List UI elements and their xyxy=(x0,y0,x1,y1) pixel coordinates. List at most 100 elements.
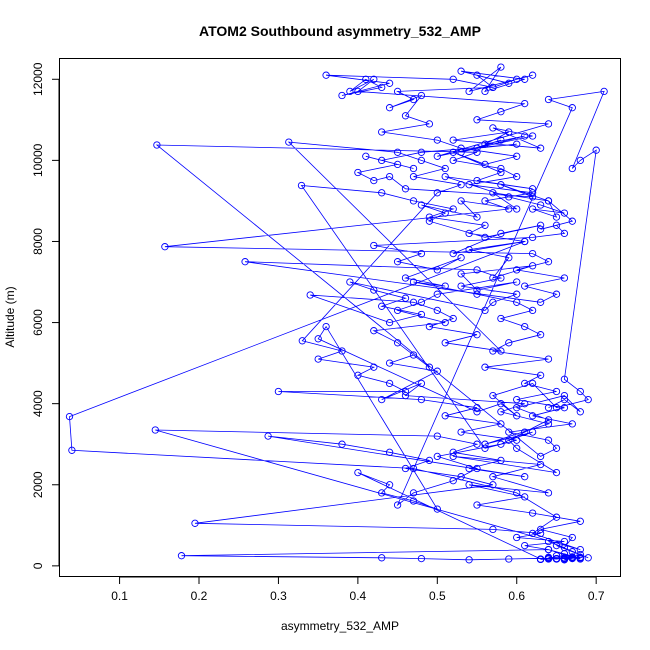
data-point xyxy=(521,99,529,108)
x-tick-label: 0.4 xyxy=(350,589,367,603)
data-point xyxy=(465,464,473,473)
data-point xyxy=(513,444,521,452)
data-point xyxy=(552,513,561,521)
data-point xyxy=(536,460,545,469)
data-point xyxy=(354,468,362,477)
data-point xyxy=(449,136,457,144)
data-point xyxy=(465,87,473,96)
data-point xyxy=(449,249,457,258)
data-point xyxy=(497,400,505,408)
data-point xyxy=(552,468,561,477)
data-point xyxy=(385,79,394,87)
data-point xyxy=(560,554,569,562)
data-point xyxy=(513,412,521,420)
data-point xyxy=(409,164,418,173)
data-point xyxy=(473,404,481,412)
data-point xyxy=(513,298,521,306)
data-point xyxy=(385,172,394,181)
data-point xyxy=(536,221,545,229)
data-point xyxy=(425,456,434,465)
data-point xyxy=(449,148,457,156)
data-point xyxy=(497,229,505,238)
data-point xyxy=(560,209,569,217)
data-point xyxy=(560,375,569,383)
data-point xyxy=(346,278,354,286)
data-point xyxy=(489,274,497,282)
data-point xyxy=(417,201,426,209)
data-point xyxy=(401,294,410,302)
data-point xyxy=(393,258,402,266)
data-point xyxy=(528,71,537,79)
data-point xyxy=(481,221,489,229)
data-point xyxy=(385,318,394,327)
data-point xyxy=(481,233,489,242)
data-point xyxy=(513,140,521,148)
data-point xyxy=(449,205,457,213)
data-point xyxy=(191,519,199,527)
data-point xyxy=(370,327,378,335)
data-point xyxy=(354,371,362,379)
data-point xyxy=(409,489,418,497)
data-point xyxy=(297,181,306,190)
x-tick-label: 0.6 xyxy=(508,589,525,603)
y-tick-label: 12000 xyxy=(31,62,45,96)
x-axis-label: asymmetry_532_AMP xyxy=(281,619,399,633)
data-point xyxy=(393,339,402,347)
data-point xyxy=(521,237,529,246)
data-point xyxy=(465,556,473,564)
data-point xyxy=(457,144,465,152)
data-point xyxy=(489,473,497,481)
data-point xyxy=(425,120,434,128)
data-point xyxy=(378,395,386,404)
y-axis: 0 2000 4000 6000 8000 10000 12000 xyxy=(31,62,60,569)
data-point xyxy=(560,391,569,400)
data-point xyxy=(481,87,489,96)
data-point xyxy=(161,243,169,251)
data-point xyxy=(481,440,489,448)
data-point xyxy=(457,473,465,481)
data-point xyxy=(425,213,434,221)
data-point xyxy=(513,489,521,497)
data-point xyxy=(433,136,441,144)
data-point xyxy=(528,412,537,420)
data-point xyxy=(457,181,465,189)
data-point xyxy=(528,233,537,242)
data-point xyxy=(544,404,553,412)
data-point xyxy=(528,428,537,436)
data-point xyxy=(433,189,441,197)
data-point xyxy=(417,395,426,404)
data-point xyxy=(409,172,418,181)
data-point xyxy=(568,104,576,112)
data-point xyxy=(241,258,249,266)
data-point xyxy=(576,408,584,416)
data-point xyxy=(528,132,537,140)
data-point xyxy=(521,400,529,408)
data-point xyxy=(521,541,529,550)
data-point xyxy=(409,497,418,505)
data-point xyxy=(521,322,529,331)
data-point xyxy=(513,278,521,286)
y-tick-label: 10000 xyxy=(31,143,45,177)
data-point xyxy=(473,464,481,473)
data-point xyxy=(576,550,584,559)
data-point xyxy=(378,156,386,165)
data-point xyxy=(338,440,346,448)
data-point xyxy=(457,282,465,290)
data-point xyxy=(592,146,600,154)
data-point xyxy=(521,132,529,140)
data-point xyxy=(457,254,465,262)
data-point xyxy=(521,75,529,83)
data-point xyxy=(513,395,521,404)
data-point xyxy=(528,262,537,270)
data-point xyxy=(465,245,473,254)
data-point xyxy=(505,555,513,563)
data-point xyxy=(401,274,410,282)
data-point xyxy=(536,225,545,233)
data-point xyxy=(513,533,521,542)
data-point xyxy=(505,79,513,87)
data-point xyxy=(497,136,505,144)
data-point xyxy=(409,95,418,104)
x-tick-label: 0.3 xyxy=(270,589,287,603)
data-point xyxy=(560,537,569,546)
data-point xyxy=(449,477,457,485)
